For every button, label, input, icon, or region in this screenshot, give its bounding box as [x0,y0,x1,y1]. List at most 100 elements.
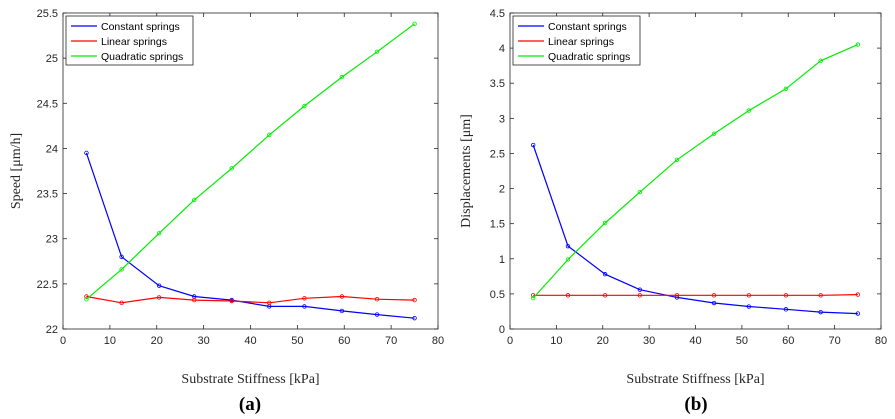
data-point [602,293,608,298]
data-point [818,293,823,298]
data-point [746,293,752,298]
y-tick-label: 1.5 [490,219,505,231]
data-point [711,300,717,306]
data-point [783,86,789,92]
data-point [374,49,380,55]
y-axis-label: Displacements [μm] [459,114,474,228]
data-point [711,293,717,298]
series-line-linear-springs [533,294,858,296]
series-line-quadratic-springs [86,23,415,300]
y-tick-label: 1 [499,254,505,266]
data-point [746,108,752,113]
data-point [192,197,197,203]
x-tick-label: 10 [550,335,562,347]
data-point [267,300,272,306]
y-tick-label: 3.5 [490,78,505,90]
data-point [637,287,643,292]
x-tick-label: 0 [60,335,66,347]
data-point [229,166,234,171]
chart-panel-0: 0 10 20 30 40 50 60 70 80 22 22.5 23 23.5 24 24.5 25 25.… [9,8,444,415]
panel-caption: (a) [239,394,261,415]
x-axis-label: Substrate Stiffness [kPa] [181,372,319,387]
x-tick-label: 20 [151,335,163,347]
x-tick-label: 80 [875,335,887,347]
data-point [412,297,417,303]
legend-label: Constant springs [548,21,627,33]
y-tick-label: 22.5 [37,279,58,291]
data-point [84,294,89,299]
y-tick-label: 24 [46,143,58,155]
y-tick-label: 23 [46,234,58,246]
data-point [530,142,536,148]
data-point [119,267,124,272]
data-point [746,304,752,309]
x-tick-label: 40 [244,335,256,347]
x-tick-label: 80 [432,335,444,347]
data-point [818,58,823,63]
data-point [711,131,717,136]
y-tick-label: 0 [499,324,505,336]
data-point [637,293,643,298]
data-point [637,189,643,195]
data-point [84,150,89,156]
y-tick-label: 2 [499,184,505,196]
x-tick-label: 60 [338,335,350,347]
series-line-constant-springs [85,152,415,319]
data-point [674,293,680,298]
x-tick-label: 50 [291,335,303,347]
data-point [565,293,571,298]
data-point [156,295,162,300]
y-tick-label: 25 [46,53,58,65]
series-line-linear-springs [86,295,415,304]
data-point [565,257,571,262]
data-point [339,74,345,80]
data-point [84,297,89,302]
data-point [302,304,307,309]
plot-area [62,12,439,330]
data-point [302,103,307,109]
y-tick-label: 4.5 [490,8,505,20]
data-point [339,308,345,314]
x-tick-label: 50 [736,335,748,347]
y-tick-label: 23.5 [37,189,58,201]
data-point [783,293,789,298]
data-point [374,312,380,317]
legend-label: Quadratic springs [101,51,183,63]
x-tick-label: 30 [643,335,655,347]
data-point [818,309,823,315]
series-line-constant-springs [532,144,858,315]
x-tick-label: 70 [385,335,397,347]
data-point [602,220,608,226]
data-point [119,254,124,259]
data-point [119,300,124,306]
data-point [674,157,680,162]
data-point [855,311,861,316]
data-point [229,298,234,304]
data-point [783,307,789,312]
y-tick-label: 24.5 [37,98,58,110]
data-point [565,243,571,249]
x-axis-label: Substrate Stiffness [kPa] [626,372,764,387]
plot-area [509,12,882,330]
y-tick-label: 4 [499,43,505,55]
data-point [156,283,162,288]
y-tick-label: 3 [499,113,505,125]
data-point [267,132,272,138]
data-point [192,297,197,303]
legend-label: Linear springs [548,36,614,48]
data-point [412,315,417,321]
x-tick-label: 20 [597,335,609,347]
chart-panel-1: 0 10 20 30 40 50 60 70 80 0 0.5 1 1.5 2 2.5 3 3.5 4 4.5 Sub… [459,8,887,415]
x-tick-label: 10 [104,335,116,347]
x-tick-label: 40 [689,335,701,347]
y-tick-label: 2.5 [490,148,505,160]
x-tick-label: 0 [507,335,513,347]
legend-label: Linear springs [101,36,167,48]
data-point [855,292,861,297]
data-point [530,295,536,301]
x-tick-label: 60 [782,335,794,347]
panel-caption: (b) [684,394,707,415]
legend-label: Constant springs [101,21,180,33]
y-tick-label: 0.5 [490,289,505,301]
